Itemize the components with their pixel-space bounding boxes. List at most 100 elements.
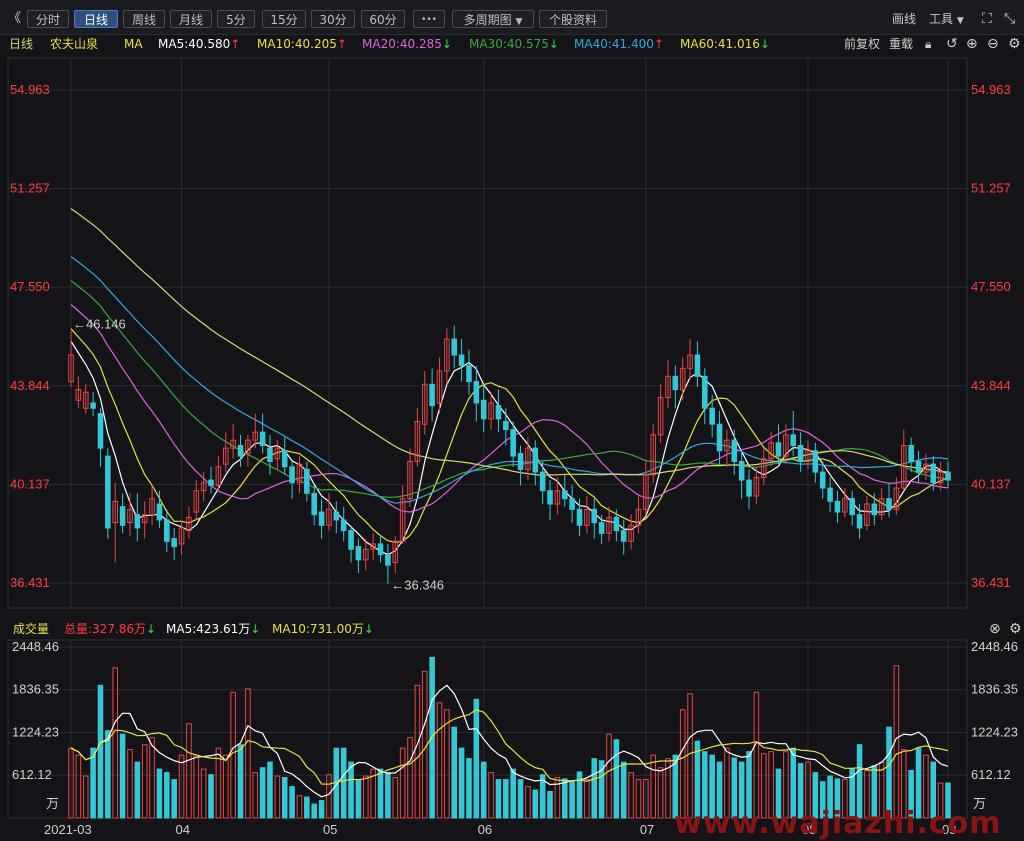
volume-bar: [635, 779, 642, 819]
candle-body: [635, 508, 642, 526]
ma60-line: [70, 208, 949, 476]
price-tick-label: 36.431: [971, 575, 1011, 590]
tab-daily[interactable]: 日线: [74, 10, 118, 28]
candle-body: [576, 508, 583, 526]
ma30-line: [70, 280, 949, 498]
candle: [363, 538, 369, 571]
candle: [458, 339, 465, 382]
multi-period-dropdown[interactable]: 多周期图 ▼: [452, 10, 534, 28]
candle: [694, 341, 701, 387]
tab-60min[interactable]: 60分: [361, 10, 405, 28]
candle-body: [805, 450, 811, 462]
candle: [245, 434, 251, 467]
volume-ma5: MA5:423.61万↓: [166, 622, 261, 636]
lock-icon[interactable]: 🔒︎: [925, 37, 932, 51]
candle-body: [620, 530, 627, 542]
candle-body: [134, 514, 141, 529]
candle-body: [503, 421, 509, 431]
tab-5min[interactable]: 5分: [217, 10, 255, 28]
arrow-down-icon: ↓: [441, 37, 452, 51]
settings-icon[interactable]: ⚙: [1009, 621, 1022, 637]
candle: [738, 450, 745, 499]
candle-body: [340, 519, 347, 532]
candle: [171, 527, 177, 560]
candle-body: [171, 538, 177, 548]
undo-icon[interactable]: ↺: [946, 36, 958, 52]
candle: [296, 456, 303, 494]
candle: [274, 440, 281, 470]
volume-bar: [620, 761, 627, 819]
candle-body: [819, 471, 826, 489]
price-tick-label: 54.963: [971, 82, 1011, 97]
volume-bar: [311, 803, 317, 819]
candle-body: [812, 450, 819, 473]
zoom-in-icon[interactable]: ⊕: [966, 36, 978, 52]
volume-bar: [399, 747, 406, 819]
volume-bar: [503, 779, 509, 819]
tab-monthly[interactable]: 月线: [170, 10, 212, 28]
candle: [539, 461, 546, 505]
candle: [783, 424, 789, 465]
candle: [444, 328, 450, 385]
stock-info-button[interactable]: 个股资料: [539, 10, 607, 28]
draw-line-button[interactable]: 画线: [892, 12, 917, 26]
candle: [679, 357, 686, 401]
candle-body: [252, 431, 259, 441]
arrow-down-icon: ↓: [363, 622, 374, 636]
period-label: 日线: [9, 37, 34, 51]
tools-menu[interactable]: 工具 ▼: [929, 10, 964, 28]
candle: [348, 525, 354, 563]
volume-bar: [606, 733, 612, 819]
period-toolbar: 《 分时 日线 周线 月线 5分 15分 30分 60分 ••• 多周期图 ▼ …: [0, 0, 1024, 35]
volume-unit-label: 万: [46, 797, 59, 812]
volume-bar: [75, 754, 82, 819]
candle: [451, 325, 458, 369]
volume-tick-label: 1224.23: [971, 725, 1018, 740]
reload-button[interactable]: 重载: [889, 37, 914, 51]
candle: [665, 360, 671, 409]
candle: [222, 432, 229, 473]
settings-icon[interactable]: ⚙: [1008, 36, 1021, 52]
candle-body: [82, 391, 89, 409]
volume-bar: [105, 730, 111, 819]
tab-weekly[interactable]: 周线: [123, 10, 165, 28]
candle: [834, 490, 841, 523]
volume-bar: [245, 688, 251, 819]
collapse-icon[interactable]: 《: [8, 11, 22, 26]
volume-bar: [377, 768, 384, 819]
ma5-value: MA5:40.580↑: [158, 37, 241, 51]
close-panel-icon[interactable]: ⊗: [989, 621, 1001, 637]
candle: [333, 501, 340, 534]
tab-15min[interactable]: 15分: [262, 10, 306, 28]
tab-30min[interactable]: 30分: [311, 10, 355, 28]
volume-bar: [97, 684, 104, 819]
candle: [495, 389, 502, 433]
candle: [753, 466, 760, 505]
candle-body: [495, 405, 502, 420]
zoom-out-icon[interactable]: ⊖: [987, 36, 999, 52]
volume-bar: [598, 760, 605, 819]
volume-ma10: MA10:731.00万↓: [272, 622, 374, 636]
expand-panel-icon[interactable]: ⤡: [1004, 11, 1016, 27]
candle: [635, 496, 642, 534]
volume-ma-lines: [70, 684, 949, 798]
candle: [407, 448, 413, 507]
candle: [97, 408, 104, 467]
candle: [620, 519, 627, 555]
volume-bar: [650, 754, 656, 819]
candle-body: [702, 375, 708, 409]
volume-bar: [222, 754, 229, 819]
ma20-value: MA20:40.285↓: [362, 37, 452, 51]
tab-intraday[interactable]: 分时: [27, 10, 69, 28]
adjust-button[interactable]: 前复权: [844, 37, 881, 51]
volume-bar: [281, 776, 288, 819]
candle-body: [554, 490, 561, 505]
ma-legend: 日线 农夫山泉 MA MA5:40.580↑ MA10:40.205↑ MA20…: [0, 34, 1024, 54]
candle: [672, 365, 679, 409]
volume-grid: [7, 639, 968, 819]
candle-body: [200, 482, 207, 492]
more-button[interactable]: •••: [413, 10, 445, 28]
candle-body: [539, 471, 546, 492]
fullscreen-icon[interactable]: ⛶: [982, 11, 992, 27]
